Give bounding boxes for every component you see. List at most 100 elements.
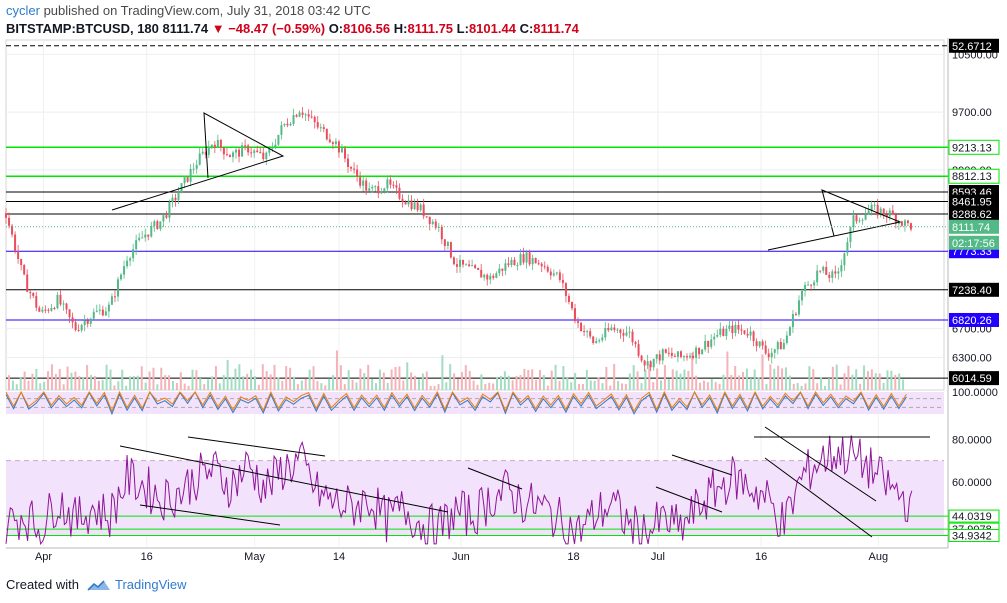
candle-body [50, 308, 53, 311]
candle-body [567, 295, 570, 303]
footer: Created with TradingView [6, 576, 187, 594]
candle-body [195, 164, 198, 169]
candle-body [519, 254, 522, 265]
price-tick-label: 6300.00 [952, 353, 992, 365]
candle-body [501, 268, 504, 271]
volume-bar [19, 376, 22, 390]
candle-body [365, 180, 368, 191]
candle-body [492, 275, 495, 278]
chart-area[interactable]: 10500.009700.008900.006700.006300.00Apr1… [0, 38, 1007, 578]
volume-bar [464, 365, 467, 390]
candle-body [141, 237, 144, 239]
volume-bar [683, 369, 686, 390]
stoch-k-line [5, 390, 907, 416]
volume-bar [8, 375, 10, 390]
candle-body [682, 356, 685, 358]
symbol-line: BITSTAMP:BTCUSD, 180 8111.74 ▼ −48.47 (−… [6, 20, 996, 38]
candle-body [244, 145, 247, 147]
volume-bar [691, 352, 694, 390]
volume-bar [492, 383, 495, 390]
time-tick-label: Apr [35, 551, 52, 563]
volume-bar [847, 365, 850, 390]
candle-body [813, 282, 816, 286]
stoch-tick-label: 100.0000 [952, 387, 998, 399]
volume-bar [433, 385, 436, 390]
publisher-name[interactable]: cycler [6, 3, 40, 18]
volume-bar [769, 364, 772, 390]
volume-bar [695, 375, 698, 390]
volume-bar [757, 377, 760, 390]
candle-body [673, 355, 676, 357]
candle-body [250, 152, 253, 154]
volume-bar [578, 383, 581, 390]
volume-bar [531, 369, 534, 390]
candle-body [156, 221, 159, 229]
candle-body [909, 223, 912, 230]
candle-body [210, 144, 213, 147]
volume-bar [27, 380, 30, 390]
candle-body [14, 234, 17, 252]
candle-body [583, 331, 586, 333]
candle-body [368, 188, 371, 191]
candle-body [26, 274, 29, 292]
volume-bar [617, 381, 620, 390]
volume-bar [726, 351, 729, 390]
volume-bar [140, 366, 143, 390]
candle-body [589, 331, 592, 337]
candle-body [144, 234, 147, 238]
volume-bar [187, 385, 190, 390]
candle-body [882, 208, 885, 215]
candle-body [580, 322, 583, 332]
volume-bar [558, 380, 561, 390]
candle-body [610, 327, 613, 331]
candle-body [377, 186, 380, 194]
candle-body [613, 327, 616, 330]
candle-body [101, 309, 104, 316]
volume-bar [335, 350, 338, 390]
candle-body [891, 210, 894, 215]
volume-bar [792, 383, 795, 390]
volume-bar [593, 380, 596, 390]
candle-body [419, 204, 422, 211]
rsi-level-box [948, 509, 1000, 523]
candle-body [676, 351, 679, 357]
candle-body [728, 325, 731, 329]
candle-body [268, 148, 271, 153]
candle-body [607, 328, 610, 331]
volume-bar [742, 371, 745, 390]
volume-bar [226, 359, 229, 390]
candle-body [129, 258, 132, 261]
candle-body [80, 324, 83, 331]
open-label: O: [328, 21, 344, 36]
candle-body [604, 328, 607, 338]
volume-bar [476, 384, 479, 390]
candle-body [452, 257, 455, 265]
last-price-box [949, 219, 999, 234]
volume-bar [710, 378, 713, 390]
volume-bar [398, 366, 401, 390]
volume-bar [121, 369, 124, 390]
candle-body [462, 259, 465, 265]
volume-bar [160, 367, 163, 390]
candle-body [186, 177, 189, 182]
volume-bar [453, 373, 456, 390]
symbol-name[interactable]: BITSTAMP:BTCUSD, 180 [6, 21, 159, 36]
time-tick-label: Jun [452, 551, 470, 563]
candle-body [779, 342, 782, 350]
volume-bar [855, 369, 858, 390]
level-label-box [948, 168, 1000, 184]
candle-body [337, 141, 340, 153]
time-tick-label: May [244, 551, 265, 563]
volume-bar [156, 384, 159, 390]
volume-bar [480, 374, 483, 390]
volume-bar [511, 380, 514, 390]
volume-bar [804, 383, 807, 390]
candle-body [664, 349, 667, 353]
volume-bar [890, 370, 893, 390]
volume-bar [808, 366, 811, 390]
tradingview-brand-link[interactable]: TradingView [114, 577, 187, 592]
candle-body [849, 227, 852, 243]
volume-bar [800, 385, 803, 390]
volume-bar [812, 369, 815, 390]
candle-body [120, 274, 123, 280]
